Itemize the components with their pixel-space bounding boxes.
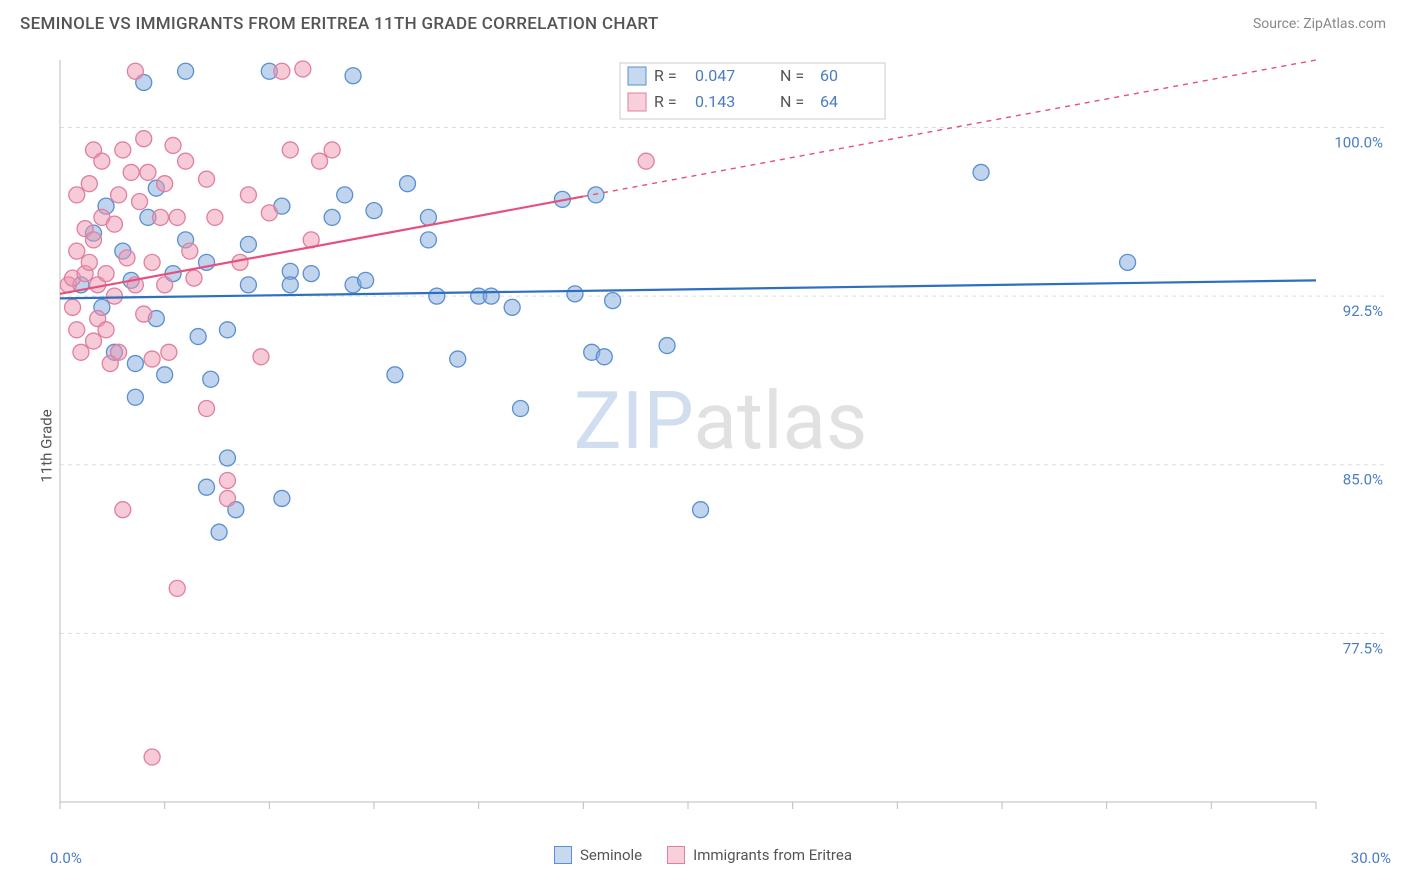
svg-text:60: 60 xyxy=(820,66,838,85)
legend-label: Immigrants from Eritrea xyxy=(693,846,852,864)
svg-text:N =: N = xyxy=(780,66,804,85)
legend-label: Seminole xyxy=(580,846,642,864)
chart-area: 77.5% 85.0% 92.5% 100.0% R = 0.047 N = 60 R = 0.1… xyxy=(50,55,1391,817)
svg-text:N =: N = xyxy=(780,92,804,111)
svg-text:85.0%: 85.0% xyxy=(1343,471,1383,489)
legend-item-eritrea: Immigrants from Eritrea xyxy=(667,846,852,864)
x-axis-max-label: 30.0% xyxy=(1351,849,1391,867)
svg-text:0.143: 0.143 xyxy=(695,92,735,111)
legend-swatch-icon xyxy=(554,846,572,864)
legend-swatch-icon xyxy=(667,846,685,864)
svg-text:77.5%: 77.5% xyxy=(1343,639,1383,657)
chart-title: SEMINOLE VS IMMIGRANTS FROM ERITREA 11TH… xyxy=(20,14,659,34)
chart-source: Source: ZipAtlas.com xyxy=(1253,16,1386,32)
x-axis-min-label: 0.0% xyxy=(50,849,82,867)
bottom-legend: Seminole Immigrants from Eritrea xyxy=(554,846,852,864)
scatter-chart-svg: 77.5% 85.0% 92.5% 100.0% R = 0.047 N = 60 R = 0.1… xyxy=(50,55,1391,817)
svg-text:R =: R = xyxy=(654,66,677,85)
svg-text:92.5%: 92.5% xyxy=(1343,302,1383,320)
svg-text:64: 64 xyxy=(820,92,838,111)
svg-text:R =: R = xyxy=(654,92,677,111)
svg-text:0.047: 0.047 xyxy=(695,66,735,85)
legend-item-seminole: Seminole xyxy=(554,846,642,864)
svg-text:100.0%: 100.0% xyxy=(1334,133,1383,151)
